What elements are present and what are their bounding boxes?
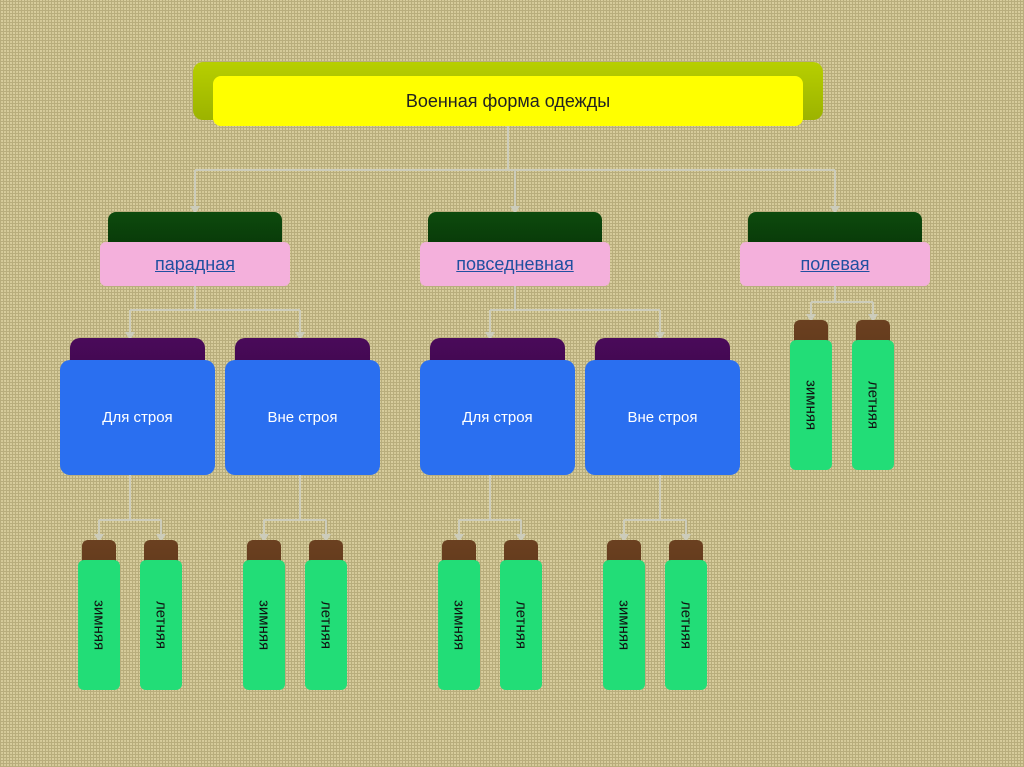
l2-node-p1b: Вне строя <box>225 360 380 475</box>
connector-line <box>659 475 661 520</box>
l1-label: парадная <box>155 254 235 275</box>
hierarchy-diagram: Военная форма одежды парадная повседневная… <box>0 0 1024 767</box>
l3-node-g8: летняя <box>665 560 707 690</box>
connector-line <box>130 309 300 311</box>
connector-line <box>459 519 521 521</box>
connector-line <box>299 475 301 520</box>
connector-line <box>490 309 660 311</box>
root-node: Военная форма одежды <box>213 76 803 126</box>
l3-label: летняя <box>865 381 882 429</box>
l1-node-paradnaya[interactable]: парадная <box>100 242 290 286</box>
l3-label: летняя <box>153 601 170 649</box>
l3-label: зимняя <box>451 600 468 650</box>
connector-line <box>194 286 196 310</box>
l1-node-povsednevnaya[interactable]: повседневная <box>420 242 610 286</box>
l3-node-g7: зимняя <box>603 560 645 690</box>
l3-label: зимняя <box>256 600 273 650</box>
l3-node-g9: зимняя <box>790 340 832 470</box>
connector-line <box>99 519 161 521</box>
l2-node-p1a: Для строя <box>60 360 215 475</box>
l3-label: летняя <box>513 601 530 649</box>
l3-label: зимняя <box>803 380 820 430</box>
connector-line <box>264 519 326 521</box>
connector-line <box>507 126 509 170</box>
connector-line <box>624 519 686 521</box>
l3-node-g3: зимняя <box>243 560 285 690</box>
l3-label: летняя <box>318 601 335 649</box>
connector-line <box>489 475 491 520</box>
l3-node-g1: зимняя <box>78 560 120 690</box>
connector-line <box>811 301 873 303</box>
l2-node-p2a: Для строя <box>420 360 575 475</box>
connector-line <box>129 475 131 520</box>
connector-line <box>834 286 836 302</box>
l1-node-polevaya[interactable]: полевая <box>740 242 930 286</box>
l3-label: зимняя <box>91 600 108 650</box>
l1-label: полевая <box>801 254 870 275</box>
l3-label: зимняя <box>616 600 633 650</box>
l3-label: летняя <box>678 601 695 649</box>
l3-node-g2: летняя <box>140 560 182 690</box>
l3-node-g6: летняя <box>500 560 542 690</box>
l1-label: повседневная <box>456 254 573 275</box>
l3-node-g10: летняя <box>852 340 894 470</box>
connector-line <box>514 286 516 310</box>
l2-node-p2b: Вне строя <box>585 360 740 475</box>
l3-node-g5: зимняя <box>438 560 480 690</box>
l3-node-g4: летняя <box>305 560 347 690</box>
